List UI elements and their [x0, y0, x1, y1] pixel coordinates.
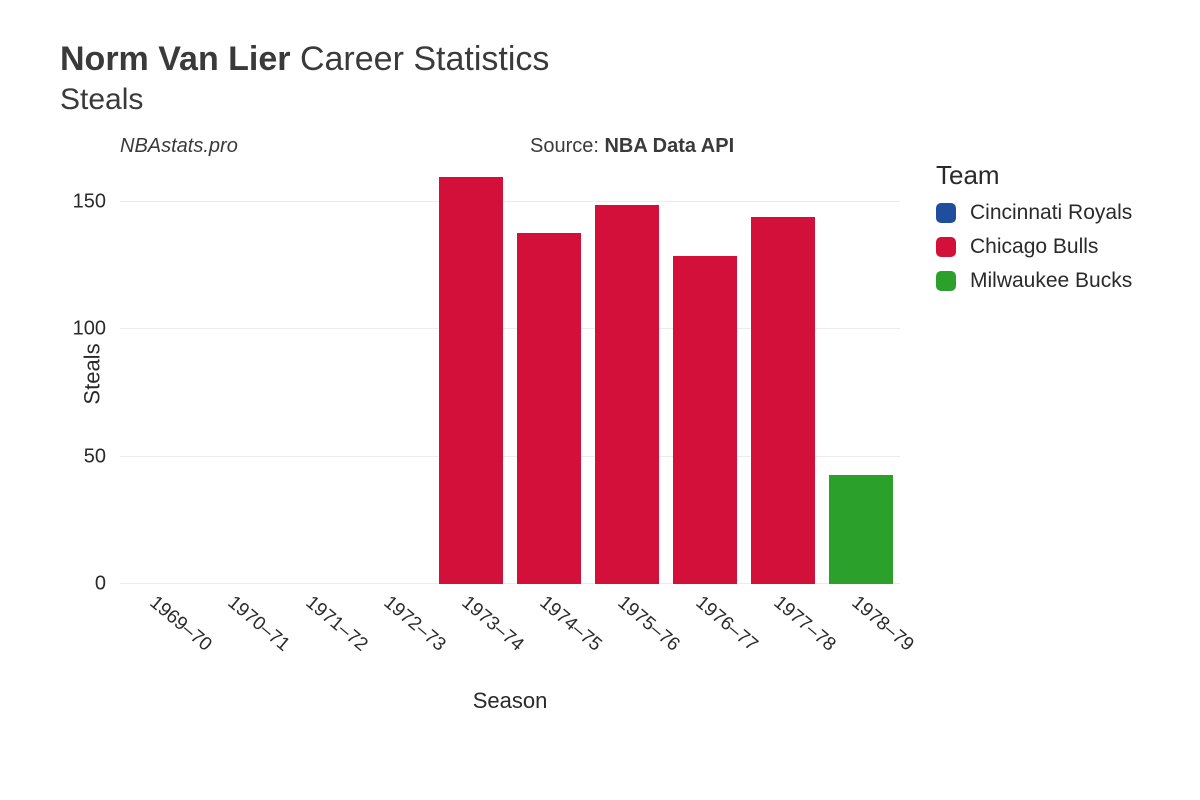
legend-label: Milwaukee Bucks [970, 269, 1132, 293]
legend-label: Cincinnati Royals [970, 201, 1132, 225]
chart-title-line1: Norm Van Lier Career Statistics [60, 40, 1140, 79]
bar [595, 205, 659, 584]
x-tick-slot: 1974–75 [510, 584, 588, 684]
legend-items: Cincinnati Royals Chicago Bulls Milwaukee … [936, 201, 1132, 293]
plot-column: Steals 050100150 1969–701970–711971–7219… [60, 164, 900, 714]
bar-slot [276, 164, 354, 584]
y-tick-label: 100 [73, 318, 106, 341]
legend: Team Cincinnati Royals Chicago Bulls Milwa… [936, 160, 1132, 303]
bar-slot [822, 164, 900, 584]
bar [517, 233, 581, 584]
x-tick-slot: 1976–77 [666, 584, 744, 684]
x-axis-label: Season [120, 688, 900, 714]
bar [829, 475, 893, 584]
x-tick-slot: 1971–72 [276, 584, 354, 684]
legend-item: Cincinnati Royals [936, 201, 1132, 225]
title-suffix: Career Statistics [300, 40, 549, 78]
legend-item: Milwaukee Bucks [936, 269, 1132, 293]
x-tick-slot: 1977–78 [744, 584, 822, 684]
player-name: Norm Van Lier [60, 40, 291, 78]
bar-slot [198, 164, 276, 584]
y-tick-label: 50 [84, 445, 106, 468]
site-credit: NBAstats.pro [120, 135, 530, 158]
chart-wrap: Steals 050100150 1969–701970–711971–7219… [60, 164, 1140, 714]
chart-container: Norm Van Lier Career Statistics Steals N… [0, 0, 1200, 800]
x-tick-row: 1969–701970–711971–721972–731973–741974–… [120, 584, 900, 684]
x-tick-slot: 1978–79 [822, 584, 900, 684]
legend-label: Chicago Bulls [970, 235, 1098, 259]
bar-slot [354, 164, 432, 584]
legend-item: Chicago Bulls [936, 235, 1132, 259]
bar [439, 177, 503, 584]
legend-title: Team [936, 160, 1132, 191]
bars [120, 164, 900, 584]
bar-slot [744, 164, 822, 584]
plot-area: Steals 050100150 [120, 164, 900, 584]
y-axis-label: Steals [80, 343, 106, 404]
x-tick-slot: 1969–70 [120, 584, 198, 684]
x-tick-label: 1978–79 [847, 592, 918, 656]
bar-slot [510, 164, 588, 584]
legend-swatch [936, 271, 956, 291]
source-credit: Source: NBA Data API [530, 135, 734, 158]
bar-slot [666, 164, 744, 584]
legend-swatch [936, 203, 956, 223]
x-tick-slot: 1970–71 [198, 584, 276, 684]
chart-title-line2: Steals [60, 83, 1140, 117]
x-tick-slot: 1972–73 [354, 584, 432, 684]
x-tick-slot: 1973–74 [432, 584, 510, 684]
source-name: NBA Data API [604, 135, 734, 157]
bar-slot [588, 164, 666, 584]
source-prefix: Source: [530, 135, 604, 157]
legend-swatch [936, 237, 956, 257]
bar-slot [120, 164, 198, 584]
bar [673, 256, 737, 584]
x-tick-slot: 1975–76 [588, 584, 666, 684]
bar-slot [432, 164, 510, 584]
plot-inner: 050100150 [120, 164, 900, 584]
bar [751, 217, 815, 584]
meta-row: NBAstats.pro Source: NBA Data API [120, 135, 940, 158]
y-tick-label: 0 [95, 573, 106, 596]
y-tick-label: 150 [73, 191, 106, 214]
